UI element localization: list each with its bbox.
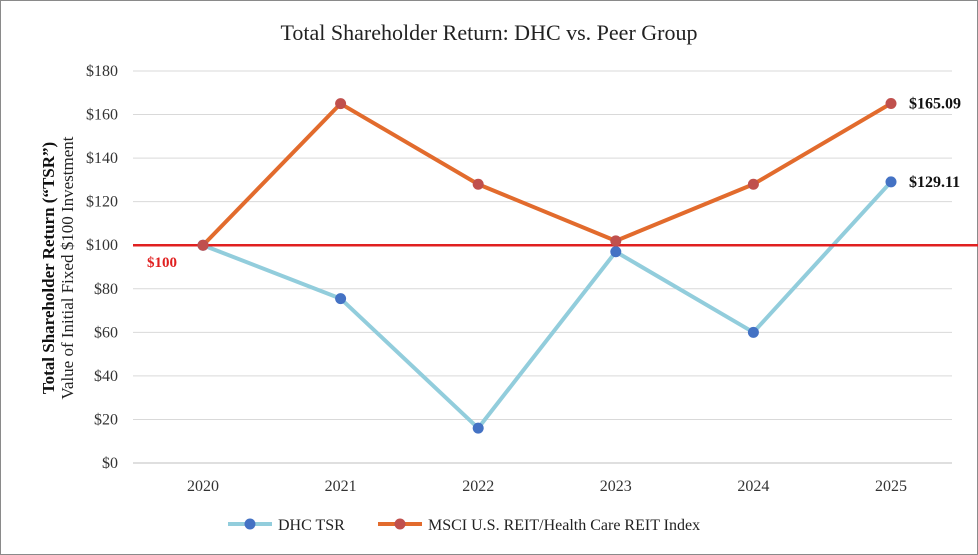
- series-group: [201, 101, 893, 431]
- y-tick-label: $160: [86, 107, 118, 124]
- peer-index-point: [197, 239, 209, 251]
- y-tick-label: $140: [86, 150, 118, 167]
- x-tick-label: 2022: [462, 478, 494, 495]
- legend-item-peer-index: MSCI U.S. REIT/Health Care REIT Index: [378, 517, 700, 534]
- y-tick-label: $40: [94, 368, 118, 385]
- peer-index-point: [472, 178, 484, 190]
- peer-index-point: [610, 235, 622, 247]
- y-tick-label: $100: [86, 237, 118, 254]
- y-axis-title-bold: Total Shareholder Return (“TSR”): [39, 142, 58, 394]
- x-tick-label: 2024: [737, 478, 769, 495]
- peer-index-end-label: $165.09: [909, 95, 961, 112]
- dhc-tsr-end-label: $129.11: [909, 174, 960, 191]
- y-axis-title: Total Shareholder Return (“TSR”): [39, 142, 58, 394]
- dhc-tsr-point: [747, 326, 759, 338]
- markers-group: [197, 97, 897, 434]
- y-tick-label: $60: [94, 324, 118, 341]
- legend-swatch-marker: [394, 518, 406, 530]
- y-axis-title-subtext: Value of Initial Fixed $100 Investment: [58, 136, 77, 399]
- reference-line-group: $100: [133, 243, 978, 271]
- legend: DHC TSR MSCI U.S. REIT/Health Care REIT I…: [228, 517, 700, 534]
- y-tick-label: $80: [94, 281, 118, 298]
- y-tick-label: $0: [102, 455, 118, 472]
- x-axis-ticks: 2020 2021 2022 2023 2024 2025: [187, 478, 907, 495]
- peer-index-point: [335, 98, 347, 110]
- dhc-tsr-point: [335, 293, 347, 305]
- dhc-tsr-line: [202, 180, 893, 431]
- x-tick-label: 2020: [187, 478, 219, 495]
- dhc-tsr-point: [610, 246, 622, 258]
- peer-index-line: [201, 101, 893, 247]
- peer-index-point: [885, 97, 897, 109]
- x-tick-label: 2023: [600, 478, 632, 495]
- y-axis-ticks: $0 $20 $40 $60 $80 $100 $120 $140 $160 $180: [86, 63, 118, 472]
- x-tick-label: 2025: [875, 478, 907, 495]
- y-axis-title-sub: Value of Initial Fixed $100 Investment: [58, 136, 77, 399]
- y-tick-label: $180: [86, 63, 118, 80]
- dhc-tsr-point: [885, 176, 897, 188]
- legend-label: MSCI U.S. REIT/Health Care REIT Index: [428, 517, 700, 534]
- y-tick-label: $120: [86, 194, 118, 211]
- x-tick-label: 2021: [325, 478, 357, 495]
- legend-swatch-marker: [244, 518, 256, 530]
- legend-label: DHC TSR: [278, 517, 345, 534]
- end-labels-group: $129.11 $165.09: [909, 95, 961, 190]
- y-tick-label: $20: [94, 411, 118, 428]
- peer-index-point: [747, 178, 759, 190]
- dhc-tsr-point: [472, 422, 484, 434]
- reference-line-label: $100: [147, 255, 177, 271]
- chart-title: Total Shareholder Return: DHC vs. Peer G…: [281, 20, 698, 45]
- legend-item-dhc-tsr: DHC TSR: [228, 517, 345, 534]
